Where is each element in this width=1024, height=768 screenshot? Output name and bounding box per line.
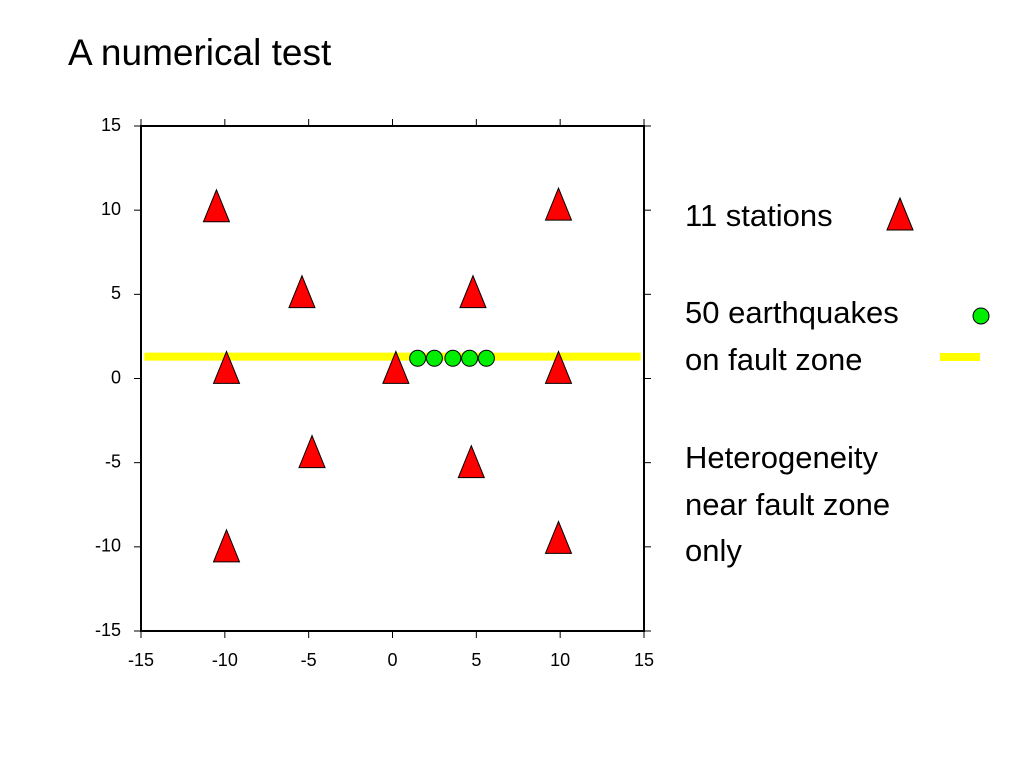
earthquake bbox=[444, 349, 462, 367]
x-tick-label: -10 bbox=[212, 650, 238, 670]
station bbox=[544, 520, 573, 554]
station bbox=[544, 186, 573, 221]
plot-frame bbox=[140, 125, 645, 632]
x-tick-label: 5 bbox=[471, 650, 481, 670]
x-tick-label: -15 bbox=[128, 650, 154, 670]
earthquake bbox=[477, 349, 495, 367]
y-tick-label: -15 bbox=[95, 620, 121, 640]
earthquake bbox=[461, 349, 479, 367]
annotation: only bbox=[685, 533, 742, 568]
station bbox=[457, 444, 486, 479]
legend-symbol bbox=[972, 307, 990, 325]
station bbox=[212, 350, 241, 384]
station bbox=[288, 274, 316, 309]
x-tick-label: -5 bbox=[301, 650, 317, 670]
chart-title: A numerical test bbox=[68, 32, 332, 73]
x-tick-label: 15 bbox=[634, 650, 654, 670]
y-tick-label: 15 bbox=[101, 115, 121, 135]
station bbox=[298, 434, 326, 469]
legend-label: on fault zone bbox=[685, 342, 863, 377]
legend-label: 50 earthquakes bbox=[685, 295, 899, 330]
annotation: Heterogeneity bbox=[685, 440, 879, 475]
earthquake bbox=[425, 349, 443, 367]
legend-symbol bbox=[886, 196, 914, 231]
y-tick-label: 5 bbox=[111, 283, 121, 303]
earthquake bbox=[409, 349, 427, 367]
x-tick-label: 10 bbox=[550, 650, 570, 670]
station bbox=[382, 350, 410, 384]
legend-label: 11 stations bbox=[685, 198, 833, 233]
station bbox=[212, 528, 241, 563]
y-tick-label: 0 bbox=[111, 367, 121, 387]
station bbox=[459, 274, 487, 309]
annotation: near fault zone bbox=[685, 487, 890, 522]
y-tick-label: 10 bbox=[101, 199, 121, 219]
station bbox=[544, 350, 573, 384]
x-tick-label: 0 bbox=[387, 650, 397, 670]
y-tick-label: -5 bbox=[105, 451, 121, 471]
station bbox=[202, 188, 231, 223]
y-tick-label: -10 bbox=[95, 536, 121, 556]
